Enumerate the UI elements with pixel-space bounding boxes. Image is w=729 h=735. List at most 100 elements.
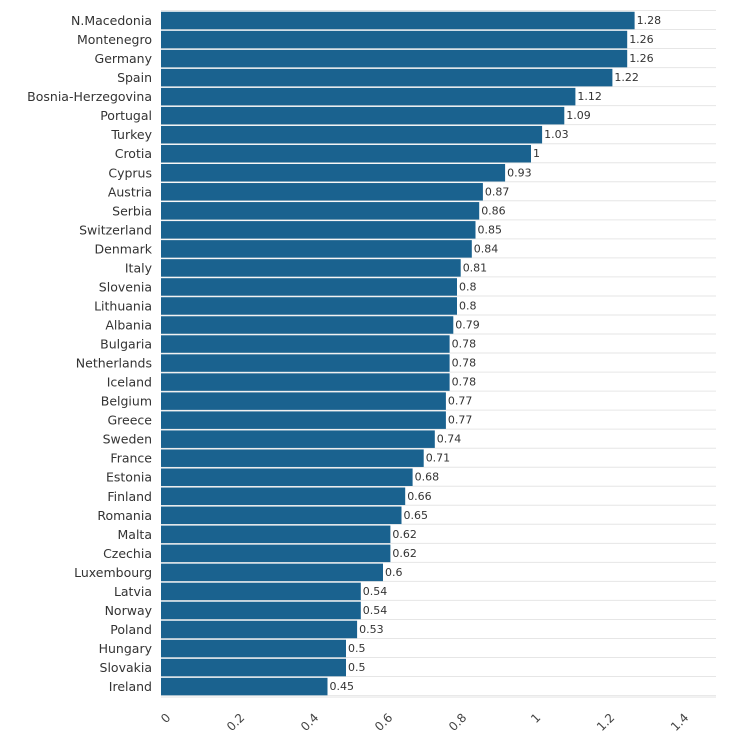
- bar-spain: [161, 68, 613, 87]
- bar-slovakia: [161, 658, 346, 677]
- category-label: Albania: [105, 317, 152, 332]
- data-label: 0.62: [392, 528, 417, 541]
- bar-norway: [161, 601, 361, 620]
- data-label: 1.26: [629, 33, 654, 46]
- data-label: 0.71: [426, 452, 451, 465]
- data-label: 0.6: [385, 566, 403, 579]
- category-label: France: [110, 451, 152, 466]
- x-tick-label: 0.2: [224, 711, 247, 734]
- bar-estonia: [161, 468, 413, 486]
- data-label: 0.81: [463, 261, 488, 274]
- category-label: Montenegro: [77, 32, 152, 47]
- data-label: 0.77: [448, 395, 473, 408]
- data-label: 0.53: [359, 623, 384, 636]
- bar-denmark: [161, 240, 472, 258]
- data-label: 0.8: [459, 280, 477, 293]
- category-label: Estonia: [106, 470, 152, 485]
- bar-netherlands: [161, 354, 450, 372]
- category-labels: N.Macedonia Montenegro Germany Spain Bosnia-…: [27, 13, 153, 694]
- category-label: Bosnia-Herzegovina: [27, 89, 152, 104]
- bar-germany: [161, 49, 628, 68]
- category-label: Switzerland: [79, 222, 152, 237]
- bar-malta: [161, 525, 391, 544]
- category-label: Latvia: [114, 584, 152, 599]
- x-tick-label: 1.2: [594, 711, 617, 734]
- category-label: Malta: [118, 527, 152, 542]
- bar-slovenia: [161, 278, 457, 296]
- bar-luxembourg: [161, 563, 383, 582]
- category-label: Poland: [110, 622, 152, 637]
- category-label: Cyprus: [108, 165, 152, 180]
- bar-france: [161, 449, 424, 467]
- bar-austria: [161, 183, 483, 201]
- category-label: Germany: [95, 51, 153, 66]
- category-label: Slovakia: [100, 660, 152, 675]
- bar-italy: [161, 259, 461, 277]
- bar-sweden: [161, 430, 435, 448]
- bar-belgium: [161, 392, 446, 410]
- x-tick-label: 0.6: [372, 711, 395, 734]
- bar-hungary: [161, 639, 346, 658]
- category-label: Hungary: [99, 641, 153, 656]
- data-label: 0.78: [452, 357, 477, 370]
- bar-czechia: [161, 544, 391, 563]
- bar-albania: [161, 316, 454, 334]
- category-label: Slovenia: [99, 279, 152, 294]
- bar-romania: [161, 506, 402, 525]
- data-label: 0.62: [392, 547, 417, 560]
- bars: [161, 11, 635, 696]
- data-label: 1.03: [544, 128, 569, 141]
- category-label: Czechia: [103, 546, 152, 561]
- data-label: 1.09: [566, 109, 591, 122]
- category-label: Sweden: [103, 432, 152, 447]
- data-label: 0.68: [415, 471, 440, 484]
- category-label: Finland: [107, 489, 152, 504]
- bar-cyprus: [161, 164, 506, 182]
- category-label: Greece: [108, 413, 153, 428]
- data-label: 0.87: [485, 185, 510, 198]
- category-label: Turkey: [110, 127, 152, 142]
- bar-greece: [161, 411, 446, 429]
- bar-latvia: [161, 582, 361, 601]
- data-label: 0.86: [481, 204, 506, 217]
- data-label: 1.26: [629, 52, 654, 65]
- data-label: 0.8: [459, 299, 477, 312]
- category-label: Denmark: [95, 241, 153, 256]
- category-label: Portugal: [100, 108, 152, 123]
- data-label: 0.78: [452, 376, 477, 389]
- category-label: Norway: [105, 603, 153, 618]
- category-label: Bulgaria: [100, 337, 152, 352]
- bar-turkey: [161, 125, 543, 144]
- category-label: Belgium: [101, 394, 152, 409]
- data-label: 0.5: [348, 642, 366, 655]
- category-label: Serbia: [112, 203, 152, 218]
- data-label: 0.65: [404, 509, 429, 522]
- category-label: Italy: [125, 260, 153, 275]
- data-label: 0.54: [363, 604, 388, 617]
- category-label: Austria: [108, 184, 152, 199]
- bar-switzerland: [161, 221, 476, 239]
- x-tick-label: 0.4: [298, 711, 321, 734]
- data-label: 0.5: [348, 661, 366, 674]
- bar-poland: [161, 620, 358, 639]
- x-tick-labels: 0 0.2 0.4 0.6 0.8 1 1.2 1.4: [158, 711, 691, 734]
- bar-montenegro: [161, 30, 628, 49]
- value-labels: 1.28 1.26 1.26 1.22 1.12 1.09 1.03 10.93 0.87 0.8…: [330, 14, 662, 693]
- data-label: 0.45: [330, 680, 355, 693]
- x-tick-label: 1: [528, 711, 543, 726]
- gridlines: [161, 10, 716, 697]
- bar-crotia: [161, 144, 531, 163]
- x-tick-label: 1.4: [668, 711, 691, 734]
- data-label: 0.77: [448, 414, 473, 427]
- bar-finland: [161, 487, 406, 506]
- bar-serbia: [161, 202, 480, 220]
- category-label: Spain: [117, 70, 152, 85]
- category-label: N.Macedonia: [71, 13, 152, 28]
- data-label: 0.79: [455, 318, 480, 331]
- data-label: 1.22: [614, 71, 639, 84]
- data-label: 0.93: [507, 166, 531, 179]
- bar-bulgaria: [161, 335, 450, 353]
- category-label: Netherlands: [76, 356, 152, 371]
